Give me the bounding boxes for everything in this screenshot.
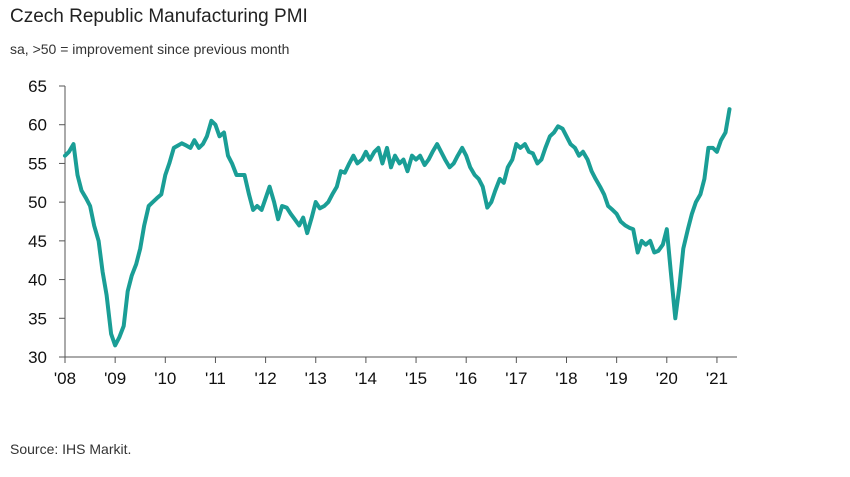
y-tick-label: 40 [28, 271, 47, 290]
x-axis: '08 '09 '10 '11 '12 '13 '14 '15 '16 '17 '18 '19 '20 '… [54, 356, 737, 388]
x-tick-label: '09 [104, 369, 126, 388]
y-tick-label: 45 [28, 232, 47, 251]
x-tick-label: '20 [656, 369, 678, 388]
chart-subtitle: sa, >50 = improvement since previous mon… [10, 41, 290, 57]
x-tick-label: '15 [405, 369, 427, 388]
y-axis: 30 35 40 45 50 55 60 65 [28, 77, 66, 367]
x-tick-label: '13 [305, 369, 327, 388]
y-tick-label: 55 [28, 154, 47, 173]
chart-title: Czech Republic Manufacturing PMI [10, 6, 308, 27]
x-tick-label: '14 [355, 369, 377, 388]
y-tick-label: 50 [28, 193, 47, 212]
y-tick-label: 35 [28, 309, 47, 328]
x-tick-label: '18 [555, 369, 577, 388]
x-tick-label: '17 [505, 369, 527, 388]
plot-area [63, 107, 732, 348]
x-tick-label: '10 [154, 369, 176, 388]
x-tick-label: '08 [54, 369, 76, 388]
x-tick-label: '16 [455, 369, 477, 388]
y-tick-label: 60 [28, 116, 47, 135]
source-note: Source: IHS Markit. [10, 441, 132, 457]
x-tick-label: '12 [255, 369, 277, 388]
x-tick-label: '11 [205, 369, 226, 388]
y-tick-label: 65 [28, 77, 47, 96]
x-tick-label: '19 [606, 369, 628, 388]
y-tick-label: 30 [28, 348, 47, 367]
pmi-series-line [63, 107, 732, 348]
x-tick-label: '21 [706, 369, 728, 388]
